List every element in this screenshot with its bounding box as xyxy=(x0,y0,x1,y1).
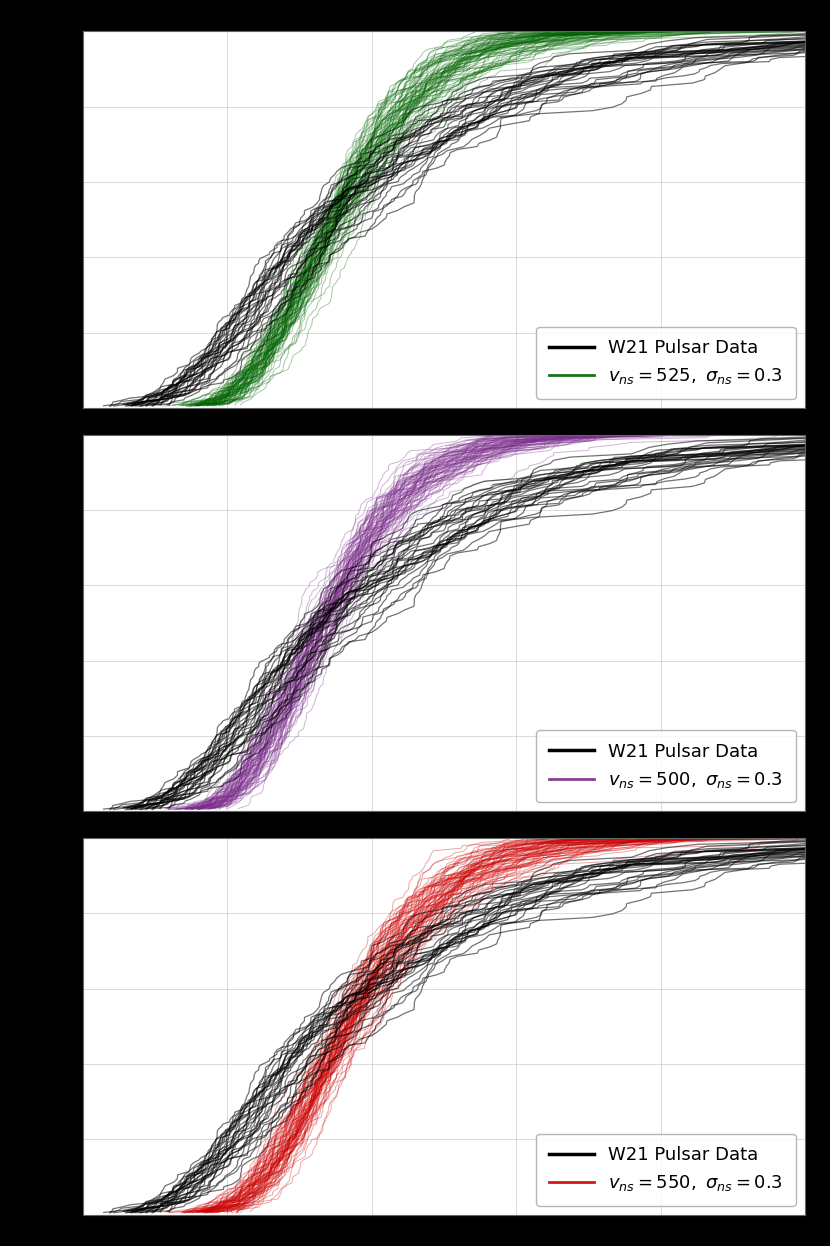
W21 Pulsar Data xyxy=(522,90,532,105)
W21 Pulsar Data xyxy=(197,354,207,369)
W21 Pulsar Data xyxy=(506,500,516,515)
W21 Pulsar Data xyxy=(506,96,516,111)
$v_{ns}=500,\ \sigma_{ns}=0.3$ xyxy=(266,721,276,736)
W21 Pulsar Data xyxy=(726,852,736,867)
$v_{ns}=500,\ \sigma_{ns}=0.3$ xyxy=(180,802,190,817)
$v_{ns}=550,\ \sigma_{ns}=0.3$ xyxy=(281,1131,291,1146)
Line: W21 Pulsar Data: W21 Pulsar Data xyxy=(169,31,830,405)
$v_{ns}=550,\ \sigma_{ns}=0.3$ xyxy=(427,925,437,939)
$v_{ns}=525,\ \sigma_{ns}=0.3$ xyxy=(621,24,631,39)
W21 Pulsar Data xyxy=(276,1060,286,1075)
W21 Pulsar Data xyxy=(276,657,286,672)
$v_{ns}=525,\ \sigma_{ns}=0.3$ xyxy=(266,321,276,336)
$v_{ns}=500,\ \sigma_{ns}=0.3$ xyxy=(311,621,321,635)
W21 Pulsar Data xyxy=(197,756,207,771)
$v_{ns}=550,\ \sigma_{ns}=0.3$ xyxy=(200,1205,210,1220)
Line: $v_{ns}=550,\ \sigma_{ns}=0.3$: $v_{ns}=550,\ \sigma_{ns}=0.3$ xyxy=(205,837,678,1212)
$v_{ns}=500,\ \sigma_{ns}=0.3$ xyxy=(343,556,353,571)
$v_{ns}=525,\ \sigma_{ns}=0.3$ xyxy=(208,399,217,414)
W21 Pulsar Data xyxy=(522,897,532,912)
$v_{ns}=550,\ \sigma_{ns}=0.3$ xyxy=(445,910,455,925)
W21 Pulsar Data xyxy=(507,93,517,108)
$v_{ns}=525,\ \sigma_{ns}=0.3$ xyxy=(395,110,405,125)
$v_{ns}=525,\ \sigma_{ns}=0.3$ xyxy=(242,364,252,379)
$v_{ns}=550,\ \sigma_{ns}=0.3$ xyxy=(401,958,411,973)
W21 Pulsar Data xyxy=(164,1205,174,1220)
W21 Pulsar Data xyxy=(522,493,532,508)
Legend: W21 Pulsar Data, $v_{ns}=525,\ \sigma_{ns}=0.3$: W21 Pulsar Data, $v_{ns}=525,\ \sigma_{n… xyxy=(536,326,796,399)
$v_{ns}=500,\ \sigma_{ns}=0.3$ xyxy=(222,787,232,802)
Line: $v_{ns}=500,\ \sigma_{ns}=0.3$: $v_{ns}=500,\ \sigma_{ns}=0.3$ xyxy=(185,435,549,810)
W21 Pulsar Data xyxy=(164,801,174,816)
$v_{ns}=500,\ \sigma_{ns}=0.3$ xyxy=(387,496,397,511)
W21 Pulsar Data xyxy=(726,450,736,465)
$v_{ns}=500,\ \sigma_{ns}=0.3$ xyxy=(544,427,554,442)
$v_{ns}=500,\ \sigma_{ns}=0.3$ xyxy=(380,500,390,515)
W21 Pulsar Data xyxy=(506,902,516,917)
W21 Pulsar Data xyxy=(507,900,517,915)
W21 Pulsar Data xyxy=(507,496,517,511)
$v_{ns}=525,\ \sigma_{ns}=0.3$ xyxy=(331,204,341,219)
$v_{ns}=550,\ \sigma_{ns}=0.3$ xyxy=(276,1145,286,1160)
$v_{ns}=525,\ \sigma_{ns}=0.3$ xyxy=(318,222,328,237)
$v_{ns}=550,\ \sigma_{ns}=0.3$ xyxy=(673,830,683,845)
W21 Pulsar Data xyxy=(164,397,174,412)
W21 Pulsar Data xyxy=(726,46,736,61)
W21 Pulsar Data xyxy=(197,1160,207,1175)
Legend: W21 Pulsar Data, $v_{ns}=550,\ \sigma_{ns}=0.3$: W21 Pulsar Data, $v_{ns}=550,\ \sigma_{n… xyxy=(536,1134,796,1206)
Line: $v_{ns}=525,\ \sigma_{ns}=0.3$: $v_{ns}=525,\ \sigma_{ns}=0.3$ xyxy=(212,31,626,406)
$v_{ns}=525,\ \sigma_{ns}=0.3$ xyxy=(409,97,419,112)
Line: W21 Pulsar Data: W21 Pulsar Data xyxy=(169,837,830,1212)
W21 Pulsar Data xyxy=(276,254,286,269)
Legend: W21 Pulsar Data, $v_{ns}=500,\ \sigma_{ns}=0.3$: W21 Pulsar Data, $v_{ns}=500,\ \sigma_{n… xyxy=(536,730,796,802)
$v_{ns}=550,\ \sigma_{ns}=0.3$ xyxy=(325,1064,334,1079)
Line: W21 Pulsar Data: W21 Pulsar Data xyxy=(169,435,830,809)
